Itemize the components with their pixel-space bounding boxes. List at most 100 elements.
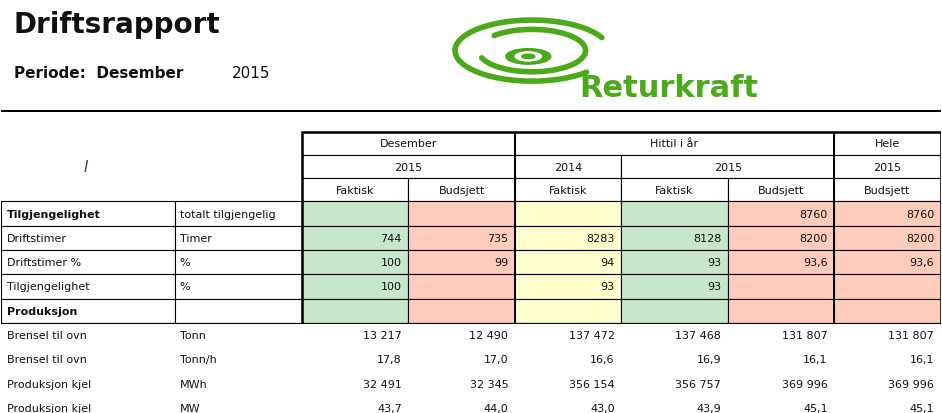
Text: 16,1: 16,1: [804, 354, 828, 364]
Text: 93: 93: [707, 282, 722, 292]
Bar: [515, 323, 622, 347]
Bar: [302, 132, 941, 413]
Bar: [622, 275, 728, 299]
Circle shape: [515, 53, 542, 62]
Text: 2014: 2014: [554, 162, 582, 172]
Bar: [302, 250, 409, 275]
Text: Tilgjengelighet: Tilgjengelighet: [7, 282, 89, 292]
Bar: [409, 299, 515, 323]
Bar: [175, 347, 302, 372]
Bar: [1, 275, 175, 299]
Text: 356 757: 356 757: [675, 379, 722, 389]
Text: Periode:  Desember: Periode: Desember: [13, 66, 183, 81]
Bar: [728, 396, 835, 413]
Circle shape: [522, 55, 535, 59]
Text: 356 154: 356 154: [569, 379, 615, 389]
Bar: [622, 250, 728, 275]
Text: 43,9: 43,9: [696, 403, 722, 413]
Bar: [409, 275, 515, 299]
Bar: [622, 202, 728, 226]
Bar: [1, 299, 175, 323]
Bar: [515, 250, 622, 275]
Bar: [302, 132, 515, 155]
Bar: [835, 155, 941, 179]
Text: 8760: 8760: [906, 209, 934, 219]
Text: 13 217: 13 217: [363, 330, 402, 340]
Bar: [175, 250, 302, 275]
Bar: [835, 396, 941, 413]
Bar: [728, 372, 835, 396]
Text: Timer: Timer: [180, 233, 212, 243]
Text: Hittil i år: Hittil i år: [650, 139, 699, 149]
Bar: [302, 155, 515, 179]
Text: 93: 93: [707, 258, 722, 268]
Bar: [834, 132, 836, 413]
Bar: [835, 323, 941, 347]
Bar: [622, 372, 728, 396]
Bar: [1, 250, 175, 275]
Text: 45,1: 45,1: [803, 403, 828, 413]
Bar: [515, 155, 622, 179]
Bar: [515, 226, 622, 250]
Text: 369 996: 369 996: [782, 379, 828, 389]
Bar: [835, 202, 941, 226]
Bar: [302, 299, 409, 323]
Text: Produksjon: Produksjon: [7, 306, 77, 316]
Bar: [175, 226, 302, 250]
Bar: [175, 396, 302, 413]
Text: Faktisk: Faktisk: [549, 185, 587, 195]
Text: 100: 100: [381, 258, 402, 268]
Bar: [409, 347, 515, 372]
Bar: [1, 111, 941, 113]
Bar: [1, 372, 175, 396]
Text: Tonn: Tonn: [180, 330, 205, 340]
Text: Driftstimer %: Driftstimer %: [7, 258, 81, 268]
Bar: [835, 299, 941, 323]
Bar: [728, 226, 835, 250]
Bar: [302, 179, 409, 202]
Bar: [409, 226, 515, 250]
Text: 8760: 8760: [800, 209, 828, 219]
Bar: [622, 347, 728, 372]
Text: Tonn/h: Tonn/h: [180, 354, 217, 364]
Text: 744: 744: [381, 233, 402, 243]
Text: Budsjett: Budsjett: [864, 185, 911, 195]
Bar: [728, 347, 835, 372]
Text: totalt tilgjengelig: totalt tilgjengelig: [180, 209, 275, 219]
Text: 16,9: 16,9: [696, 354, 722, 364]
Text: 12 490: 12 490: [469, 330, 509, 340]
Text: Desember: Desember: [380, 139, 437, 149]
Text: 16,6: 16,6: [591, 354, 615, 364]
Text: Produksjon kjel: Produksjon kjel: [7, 379, 91, 389]
Circle shape: [506, 50, 551, 65]
Text: Brensel til ovn: Brensel til ovn: [7, 330, 87, 340]
Text: 32 491: 32 491: [363, 379, 402, 389]
Bar: [835, 226, 941, 250]
Text: 16,1: 16,1: [910, 354, 934, 364]
Bar: [409, 396, 515, 413]
Text: 8200: 8200: [800, 233, 828, 243]
Text: 8128: 8128: [692, 233, 722, 243]
Bar: [302, 347, 409, 372]
Text: MWh: MWh: [180, 379, 207, 389]
Bar: [835, 250, 941, 275]
Text: Faktisk: Faktisk: [336, 185, 374, 195]
Text: Faktisk: Faktisk: [656, 185, 693, 195]
Bar: [515, 132, 835, 155]
Bar: [302, 202, 409, 226]
Bar: [409, 323, 515, 347]
Bar: [302, 323, 409, 347]
Bar: [302, 226, 409, 250]
Text: 2015: 2015: [873, 162, 901, 172]
Bar: [515, 347, 622, 372]
Bar: [728, 299, 835, 323]
Bar: [835, 132, 941, 155]
Bar: [835, 179, 941, 202]
Bar: [175, 299, 302, 323]
Bar: [175, 323, 302, 347]
Bar: [515, 275, 622, 299]
Text: 8283: 8283: [586, 233, 615, 243]
Text: 17,0: 17,0: [483, 354, 509, 364]
Bar: [622, 396, 728, 413]
Text: 17,8: 17,8: [377, 354, 402, 364]
